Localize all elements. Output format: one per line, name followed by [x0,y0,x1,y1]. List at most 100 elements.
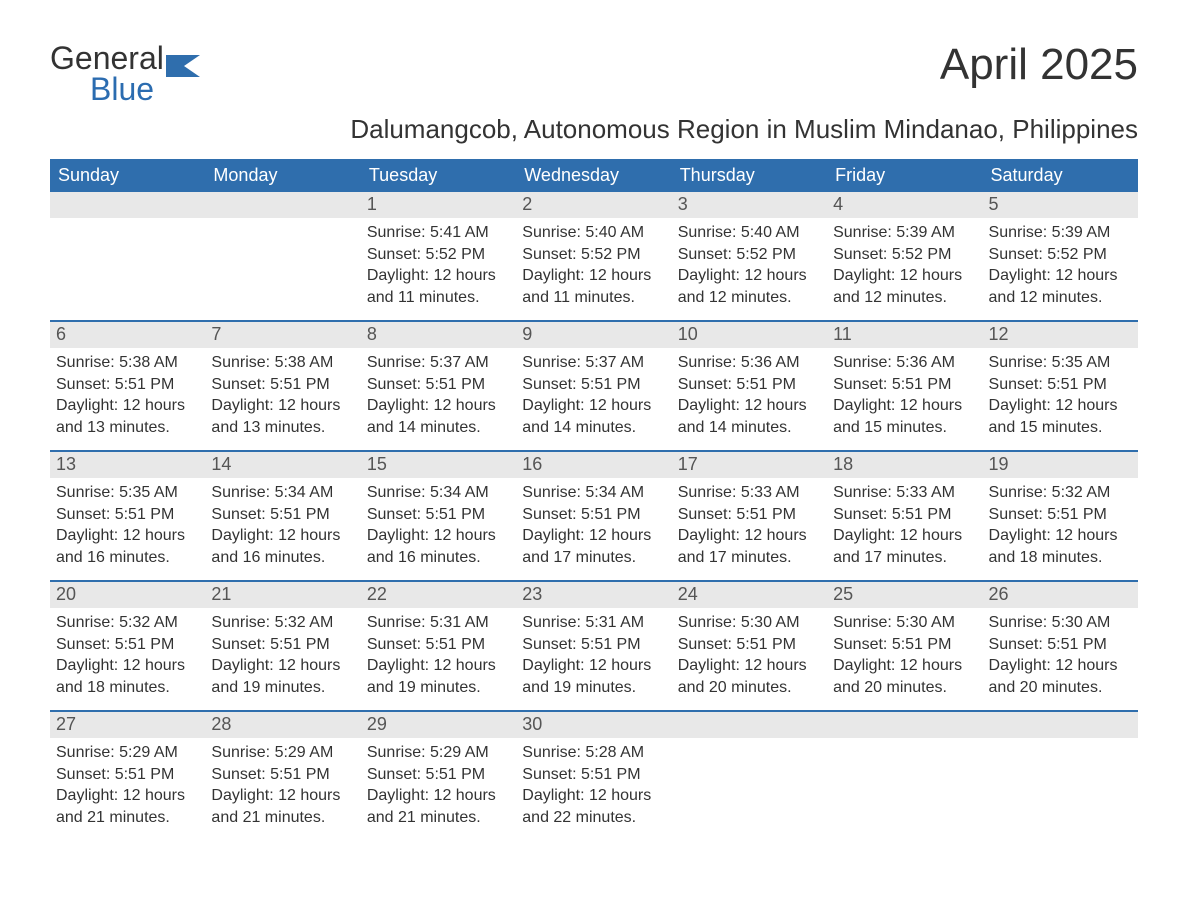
sunset-text: Sunset: 5:51 PM [367,504,510,526]
day-number: 5 [983,192,1138,218]
daylight-text: Daylight: 12 hours and 19 minutes. [211,655,354,698]
day-number: 18 [827,452,982,478]
day-content: Sunrise: 5:32 AMSunset: 5:51 PMDaylight:… [983,478,1138,568]
day-content: Sunrise: 5:39 AMSunset: 5:52 PMDaylight:… [983,218,1138,308]
sunrise-text: Sunrise: 5:35 AM [989,352,1132,374]
day-content: Sunrise: 5:40 AMSunset: 5:52 PMDaylight:… [516,218,671,308]
day-content: Sunrise: 5:38 AMSunset: 5:51 PMDaylight:… [50,348,205,438]
day-content: Sunrise: 5:37 AMSunset: 5:51 PMDaylight:… [361,348,516,438]
subtitle: Dalumangcob, Autonomous Region in Muslim… [50,114,1138,145]
calendar-week: 20Sunrise: 5:32 AMSunset: 5:51 PMDayligh… [50,580,1138,710]
dow-friday: Friday [827,159,982,192]
sunset-text: Sunset: 5:51 PM [56,504,199,526]
calendar: Sunday Monday Tuesday Wednesday Thursday… [50,159,1138,840]
calendar-day [205,192,360,320]
daylight-text: Daylight: 12 hours and 11 minutes. [522,265,665,308]
sunset-text: Sunset: 5:51 PM [678,634,821,656]
day-number [983,712,1138,738]
daylight-text: Daylight: 12 hours and 15 minutes. [989,395,1132,438]
sunset-text: Sunset: 5:51 PM [211,634,354,656]
daylight-text: Daylight: 12 hours and 20 minutes. [833,655,976,698]
calendar-day: 2Sunrise: 5:40 AMSunset: 5:52 PMDaylight… [516,192,671,320]
day-content: Sunrise: 5:31 AMSunset: 5:51 PMDaylight:… [516,608,671,698]
calendar-day: 27Sunrise: 5:29 AMSunset: 5:51 PMDayligh… [50,712,205,840]
calendar-day [983,712,1138,840]
sunrise-text: Sunrise: 5:31 AM [522,612,665,634]
sunrise-text: Sunrise: 5:29 AM [56,742,199,764]
sunset-text: Sunset: 5:51 PM [56,634,199,656]
calendar-day: 19Sunrise: 5:32 AMSunset: 5:51 PMDayligh… [983,452,1138,580]
day-content: Sunrise: 5:41 AMSunset: 5:52 PMDaylight:… [361,218,516,308]
calendar-day: 11Sunrise: 5:36 AMSunset: 5:51 PMDayligh… [827,322,982,450]
daylight-text: Daylight: 12 hours and 11 minutes. [367,265,510,308]
daylight-text: Daylight: 12 hours and 21 minutes. [56,785,199,828]
sunset-text: Sunset: 5:51 PM [56,374,199,396]
day-number: 28 [205,712,360,738]
day-content: Sunrise: 5:38 AMSunset: 5:51 PMDaylight:… [205,348,360,438]
day-number: 7 [205,322,360,348]
sunrise-text: Sunrise: 5:34 AM [522,482,665,504]
daylight-text: Daylight: 12 hours and 13 minutes. [211,395,354,438]
sunset-text: Sunset: 5:51 PM [56,764,199,786]
sunrise-text: Sunrise: 5:29 AM [367,742,510,764]
day-number: 26 [983,582,1138,608]
calendar-week: 13Sunrise: 5:35 AMSunset: 5:51 PMDayligh… [50,450,1138,580]
logo: General Blue [50,40,200,108]
day-content: Sunrise: 5:29 AMSunset: 5:51 PMDaylight:… [205,738,360,828]
sunset-text: Sunset: 5:51 PM [367,764,510,786]
day-number: 23 [516,582,671,608]
sunset-text: Sunset: 5:51 PM [522,764,665,786]
sunset-text: Sunset: 5:52 PM [367,244,510,266]
day-content: Sunrise: 5:36 AMSunset: 5:51 PMDaylight:… [827,348,982,438]
calendar-day: 6Sunrise: 5:38 AMSunset: 5:51 PMDaylight… [50,322,205,450]
sunrise-text: Sunrise: 5:32 AM [56,612,199,634]
logo-text-2: Blue [90,71,154,108]
daylight-text: Daylight: 12 hours and 14 minutes. [367,395,510,438]
daylight-text: Daylight: 12 hours and 13 minutes. [56,395,199,438]
sunset-text: Sunset: 5:51 PM [367,634,510,656]
calendar-day: 9Sunrise: 5:37 AMSunset: 5:51 PMDaylight… [516,322,671,450]
calendar-week: 6Sunrise: 5:38 AMSunset: 5:51 PMDaylight… [50,320,1138,450]
day-number: 8 [361,322,516,348]
sunset-text: Sunset: 5:51 PM [522,374,665,396]
sunset-text: Sunset: 5:51 PM [211,374,354,396]
calendar-day: 26Sunrise: 5:30 AMSunset: 5:51 PMDayligh… [983,582,1138,710]
dow-thursday: Thursday [672,159,827,192]
sunrise-text: Sunrise: 5:29 AM [211,742,354,764]
day-number [205,192,360,218]
sunset-text: Sunset: 5:51 PM [833,504,976,526]
calendar-day: 8Sunrise: 5:37 AMSunset: 5:51 PMDaylight… [361,322,516,450]
day-number: 30 [516,712,671,738]
daylight-text: Daylight: 12 hours and 16 minutes. [56,525,199,568]
day-content: Sunrise: 5:31 AMSunset: 5:51 PMDaylight:… [361,608,516,698]
sunset-text: Sunset: 5:52 PM [678,244,821,266]
sunset-text: Sunset: 5:52 PM [522,244,665,266]
day-number: 17 [672,452,827,478]
day-content: Sunrise: 5:29 AMSunset: 5:51 PMDaylight:… [361,738,516,828]
sunrise-text: Sunrise: 5:34 AM [211,482,354,504]
sunrise-text: Sunrise: 5:32 AM [989,482,1132,504]
sunset-text: Sunset: 5:51 PM [833,374,976,396]
sunrise-text: Sunrise: 5:39 AM [989,222,1132,244]
day-number: 16 [516,452,671,478]
daylight-text: Daylight: 12 hours and 20 minutes. [989,655,1132,698]
day-content: Sunrise: 5:35 AMSunset: 5:51 PMDaylight:… [50,478,205,568]
day-content: Sunrise: 5:34 AMSunset: 5:51 PMDaylight:… [205,478,360,568]
calendar-day: 20Sunrise: 5:32 AMSunset: 5:51 PMDayligh… [50,582,205,710]
calendar-week: 1Sunrise: 5:41 AMSunset: 5:52 PMDaylight… [50,192,1138,320]
day-number [827,712,982,738]
sunrise-text: Sunrise: 5:37 AM [522,352,665,374]
sunset-text: Sunset: 5:52 PM [989,244,1132,266]
sunset-text: Sunset: 5:51 PM [833,634,976,656]
daylight-text: Daylight: 12 hours and 12 minutes. [678,265,821,308]
daylight-text: Daylight: 12 hours and 18 minutes. [989,525,1132,568]
calendar-day: 17Sunrise: 5:33 AMSunset: 5:51 PMDayligh… [672,452,827,580]
sunrise-text: Sunrise: 5:37 AM [367,352,510,374]
day-content: Sunrise: 5:32 AMSunset: 5:51 PMDaylight:… [50,608,205,698]
sunrise-text: Sunrise: 5:41 AM [367,222,510,244]
day-number: 9 [516,322,671,348]
daylight-text: Daylight: 12 hours and 14 minutes. [678,395,821,438]
page-title: April 2025 [940,40,1138,90]
calendar-day: 5Sunrise: 5:39 AMSunset: 5:52 PMDaylight… [983,192,1138,320]
day-number: 29 [361,712,516,738]
